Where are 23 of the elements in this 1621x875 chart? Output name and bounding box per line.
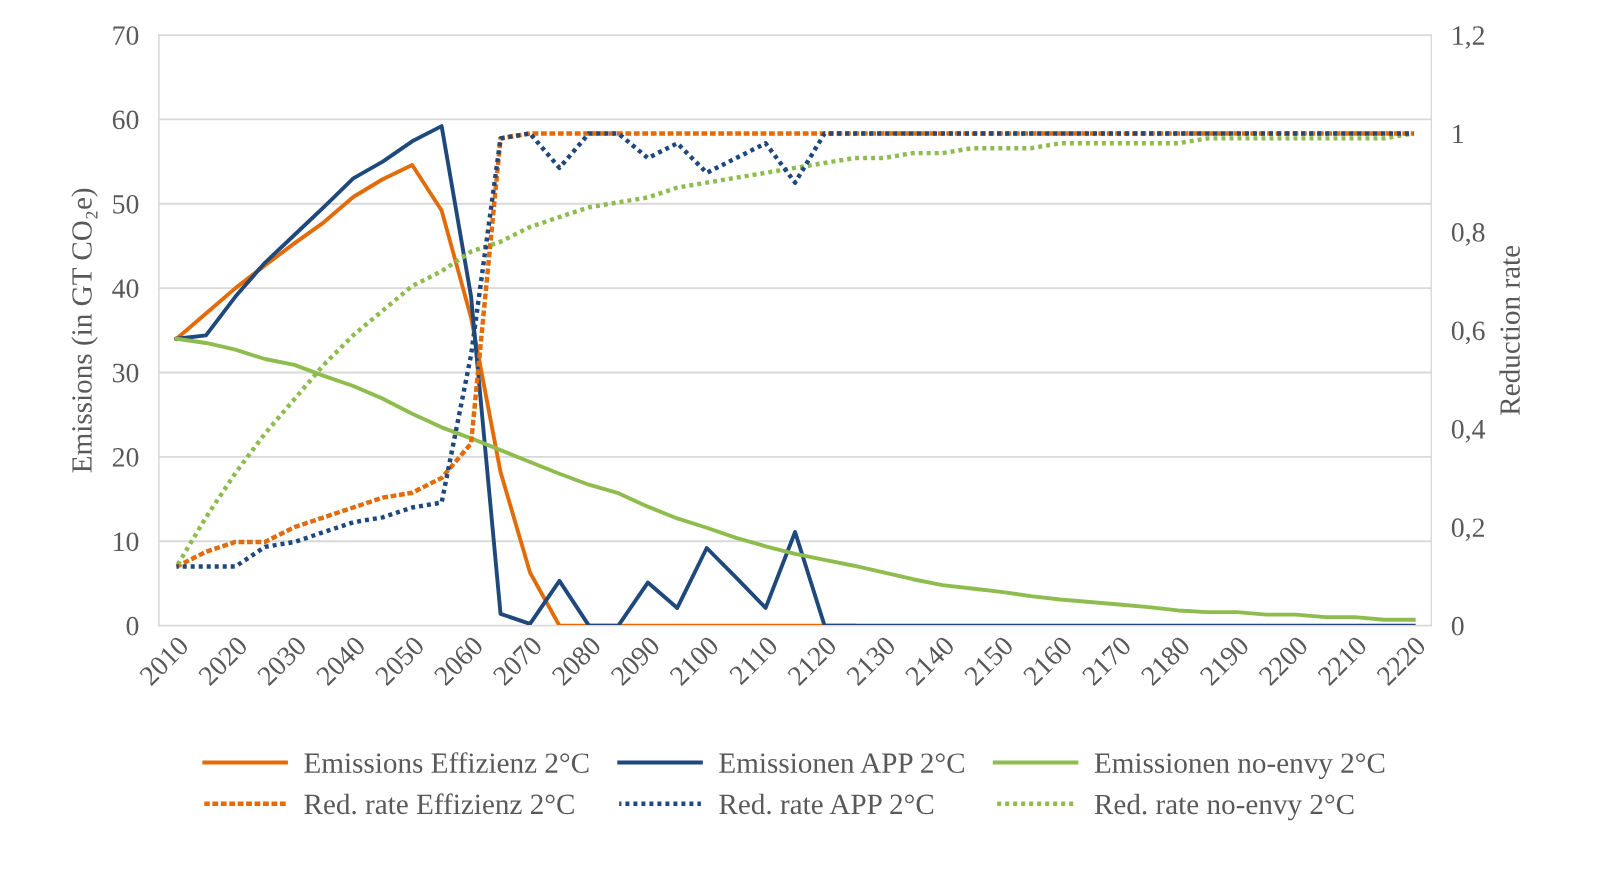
y-tick-label: 60 <box>112 110 139 130</box>
y-tick-label: 30 <box>112 363 139 383</box>
y-axis-title: Emissions (in GT CO₂e) <box>71 188 98 473</box>
legend-label: Emissions Effizienz 2°C <box>304 752 589 773</box>
y2-tick-label: 0,4 <box>1451 419 1486 443</box>
y2-tick-label: 0,6 <box>1451 321 1485 345</box>
y-tick-label: 70 <box>113 26 139 45</box>
legend-label: Red. rate APP 2°C <box>719 793 934 815</box>
y2-tick-label: 0,2 <box>1451 518 1484 542</box>
y2-tick-label: 0 <box>1451 616 1464 636</box>
legend-label: Emissionen APP 2°C <box>719 753 964 773</box>
y2-axis-title: Reduction rate <box>1499 245 1520 415</box>
y-tick-label: 0 <box>126 616 139 636</box>
y-tick-label: 20 <box>112 448 139 467</box>
y2-tick-label: 0,8 <box>1451 223 1485 246</box>
y2-tick-label: 1,2 <box>1453 26 1484 49</box>
y2-tick-label: 1 <box>1453 124 1464 144</box>
y-tick-label: 40 <box>112 279 139 299</box>
y-tick-label: 10 <box>114 532 139 552</box>
legend-label: Red. rate no-envy 2°C <box>1094 793 1354 821</box>
legend-label: Red. rate Effizienz 2°C <box>304 793 574 815</box>
y-tick-label: 50 <box>113 194 139 214</box>
legend-label: Emissionen no-envy 2°C <box>1094 753 1385 779</box>
